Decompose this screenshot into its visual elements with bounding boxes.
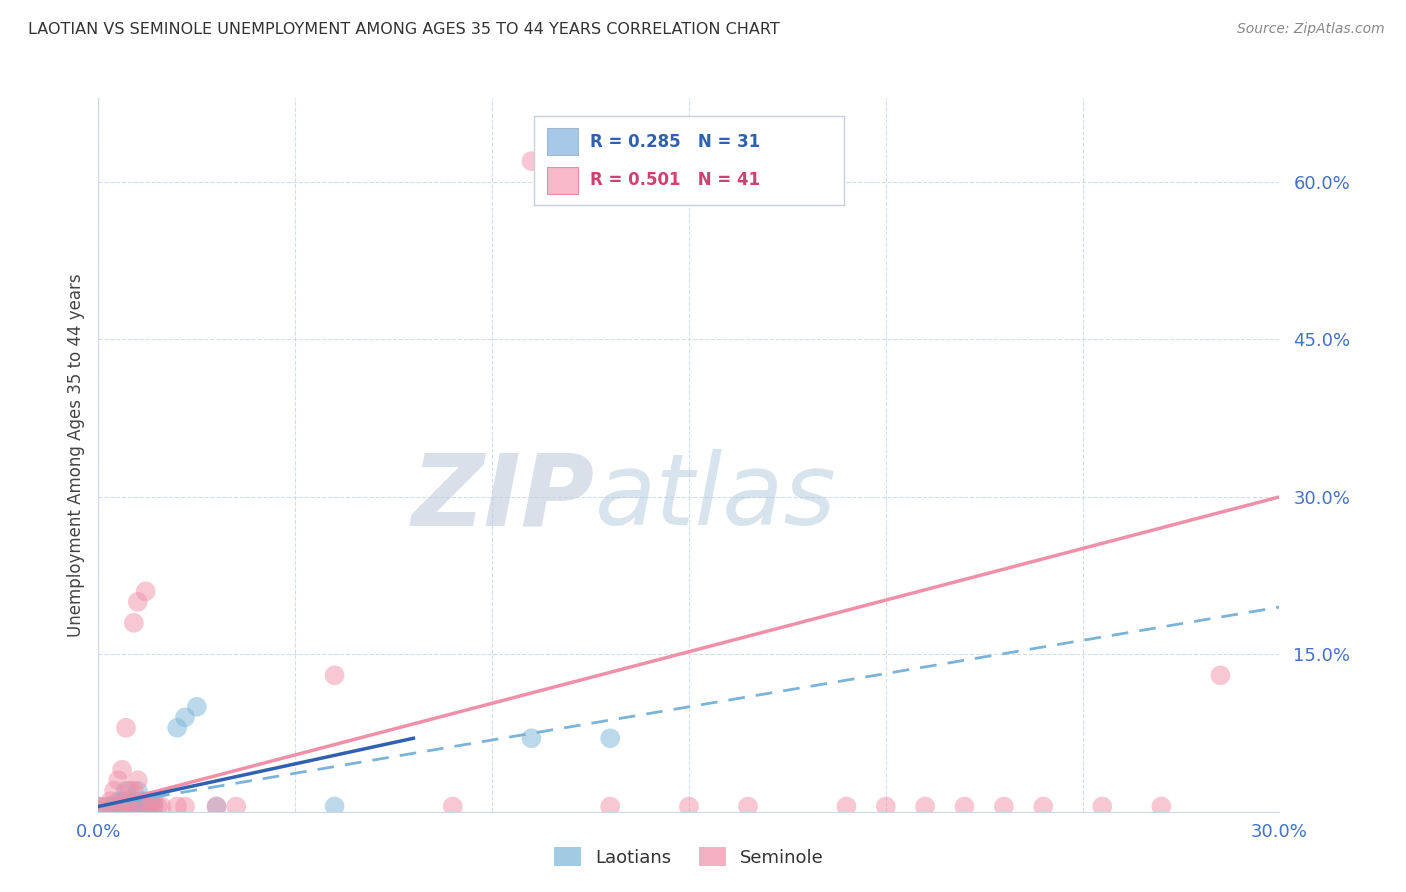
- Point: [1209, 668, 1232, 682]
- Point: [122, 615, 145, 630]
- Point: [127, 595, 149, 609]
- Point: [127, 783, 149, 797]
- Text: ZIP: ZIP: [412, 450, 595, 546]
- Point: [118, 783, 141, 797]
- Point: [678, 799, 700, 814]
- Point: [166, 721, 188, 735]
- Point: [323, 668, 346, 682]
- Point: [520, 154, 543, 169]
- Point: [1150, 799, 1173, 814]
- Point: [146, 799, 169, 814]
- Point: [441, 799, 464, 814]
- Point: [1032, 799, 1054, 814]
- Point: [118, 794, 141, 808]
- Point: [166, 799, 188, 814]
- Point: [875, 799, 897, 814]
- Point: [135, 794, 157, 808]
- Point: [953, 799, 976, 814]
- Point: [914, 799, 936, 814]
- Point: [131, 799, 153, 814]
- Point: [135, 584, 157, 599]
- Point: [225, 799, 247, 814]
- Point: [323, 799, 346, 814]
- Point: [115, 794, 138, 808]
- Point: [107, 799, 129, 814]
- Point: [127, 773, 149, 788]
- Point: [111, 763, 134, 777]
- Point: [96, 799, 118, 814]
- Point: [111, 799, 134, 814]
- Point: [107, 799, 129, 814]
- Point: [115, 783, 138, 797]
- Point: [118, 799, 141, 814]
- Point: [87, 799, 110, 814]
- Point: [122, 799, 145, 814]
- Bar: [547, 128, 578, 155]
- Point: [98, 799, 121, 814]
- Point: [131, 799, 153, 814]
- Point: [186, 699, 208, 714]
- Point: [138, 799, 160, 814]
- Y-axis label: Unemployment Among Ages 35 to 44 years: Unemployment Among Ages 35 to 44 years: [66, 273, 84, 637]
- Point: [205, 799, 228, 814]
- Point: [87, 799, 110, 814]
- Point: [599, 799, 621, 814]
- Point: [118, 799, 141, 814]
- Point: [131, 794, 153, 808]
- Point: [127, 799, 149, 814]
- Point: [122, 783, 145, 797]
- Text: R = 0.501   N = 41: R = 0.501 N = 41: [591, 171, 761, 189]
- Point: [98, 794, 121, 808]
- Text: atlas: atlas: [595, 450, 837, 546]
- Point: [115, 799, 138, 814]
- Point: [111, 799, 134, 814]
- Point: [135, 799, 157, 814]
- Legend: Laotians, Seminole: Laotians, Seminole: [547, 840, 831, 874]
- Point: [138, 794, 160, 808]
- Point: [138, 799, 160, 814]
- Point: [107, 794, 129, 808]
- Point: [142, 799, 165, 814]
- Point: [103, 783, 125, 797]
- Point: [599, 731, 621, 746]
- Point: [150, 799, 173, 814]
- Text: R = 0.285   N = 31: R = 0.285 N = 31: [591, 133, 761, 151]
- Point: [103, 799, 125, 814]
- Point: [993, 799, 1015, 814]
- Point: [107, 773, 129, 788]
- Point: [122, 794, 145, 808]
- Point: [111, 794, 134, 808]
- Point: [1091, 799, 1114, 814]
- Point: [205, 799, 228, 814]
- Text: Source: ZipAtlas.com: Source: ZipAtlas.com: [1237, 22, 1385, 37]
- Point: [142, 799, 165, 814]
- Point: [115, 721, 138, 735]
- Point: [737, 799, 759, 814]
- Point: [174, 799, 197, 814]
- Point: [174, 710, 197, 724]
- Point: [835, 799, 858, 814]
- Point: [96, 799, 118, 814]
- Point: [142, 794, 165, 808]
- Text: LAOTIAN VS SEMINOLE UNEMPLOYMENT AMONG AGES 35 TO 44 YEARS CORRELATION CHART: LAOTIAN VS SEMINOLE UNEMPLOYMENT AMONG A…: [28, 22, 780, 37]
- Point: [520, 731, 543, 746]
- Bar: [547, 167, 578, 194]
